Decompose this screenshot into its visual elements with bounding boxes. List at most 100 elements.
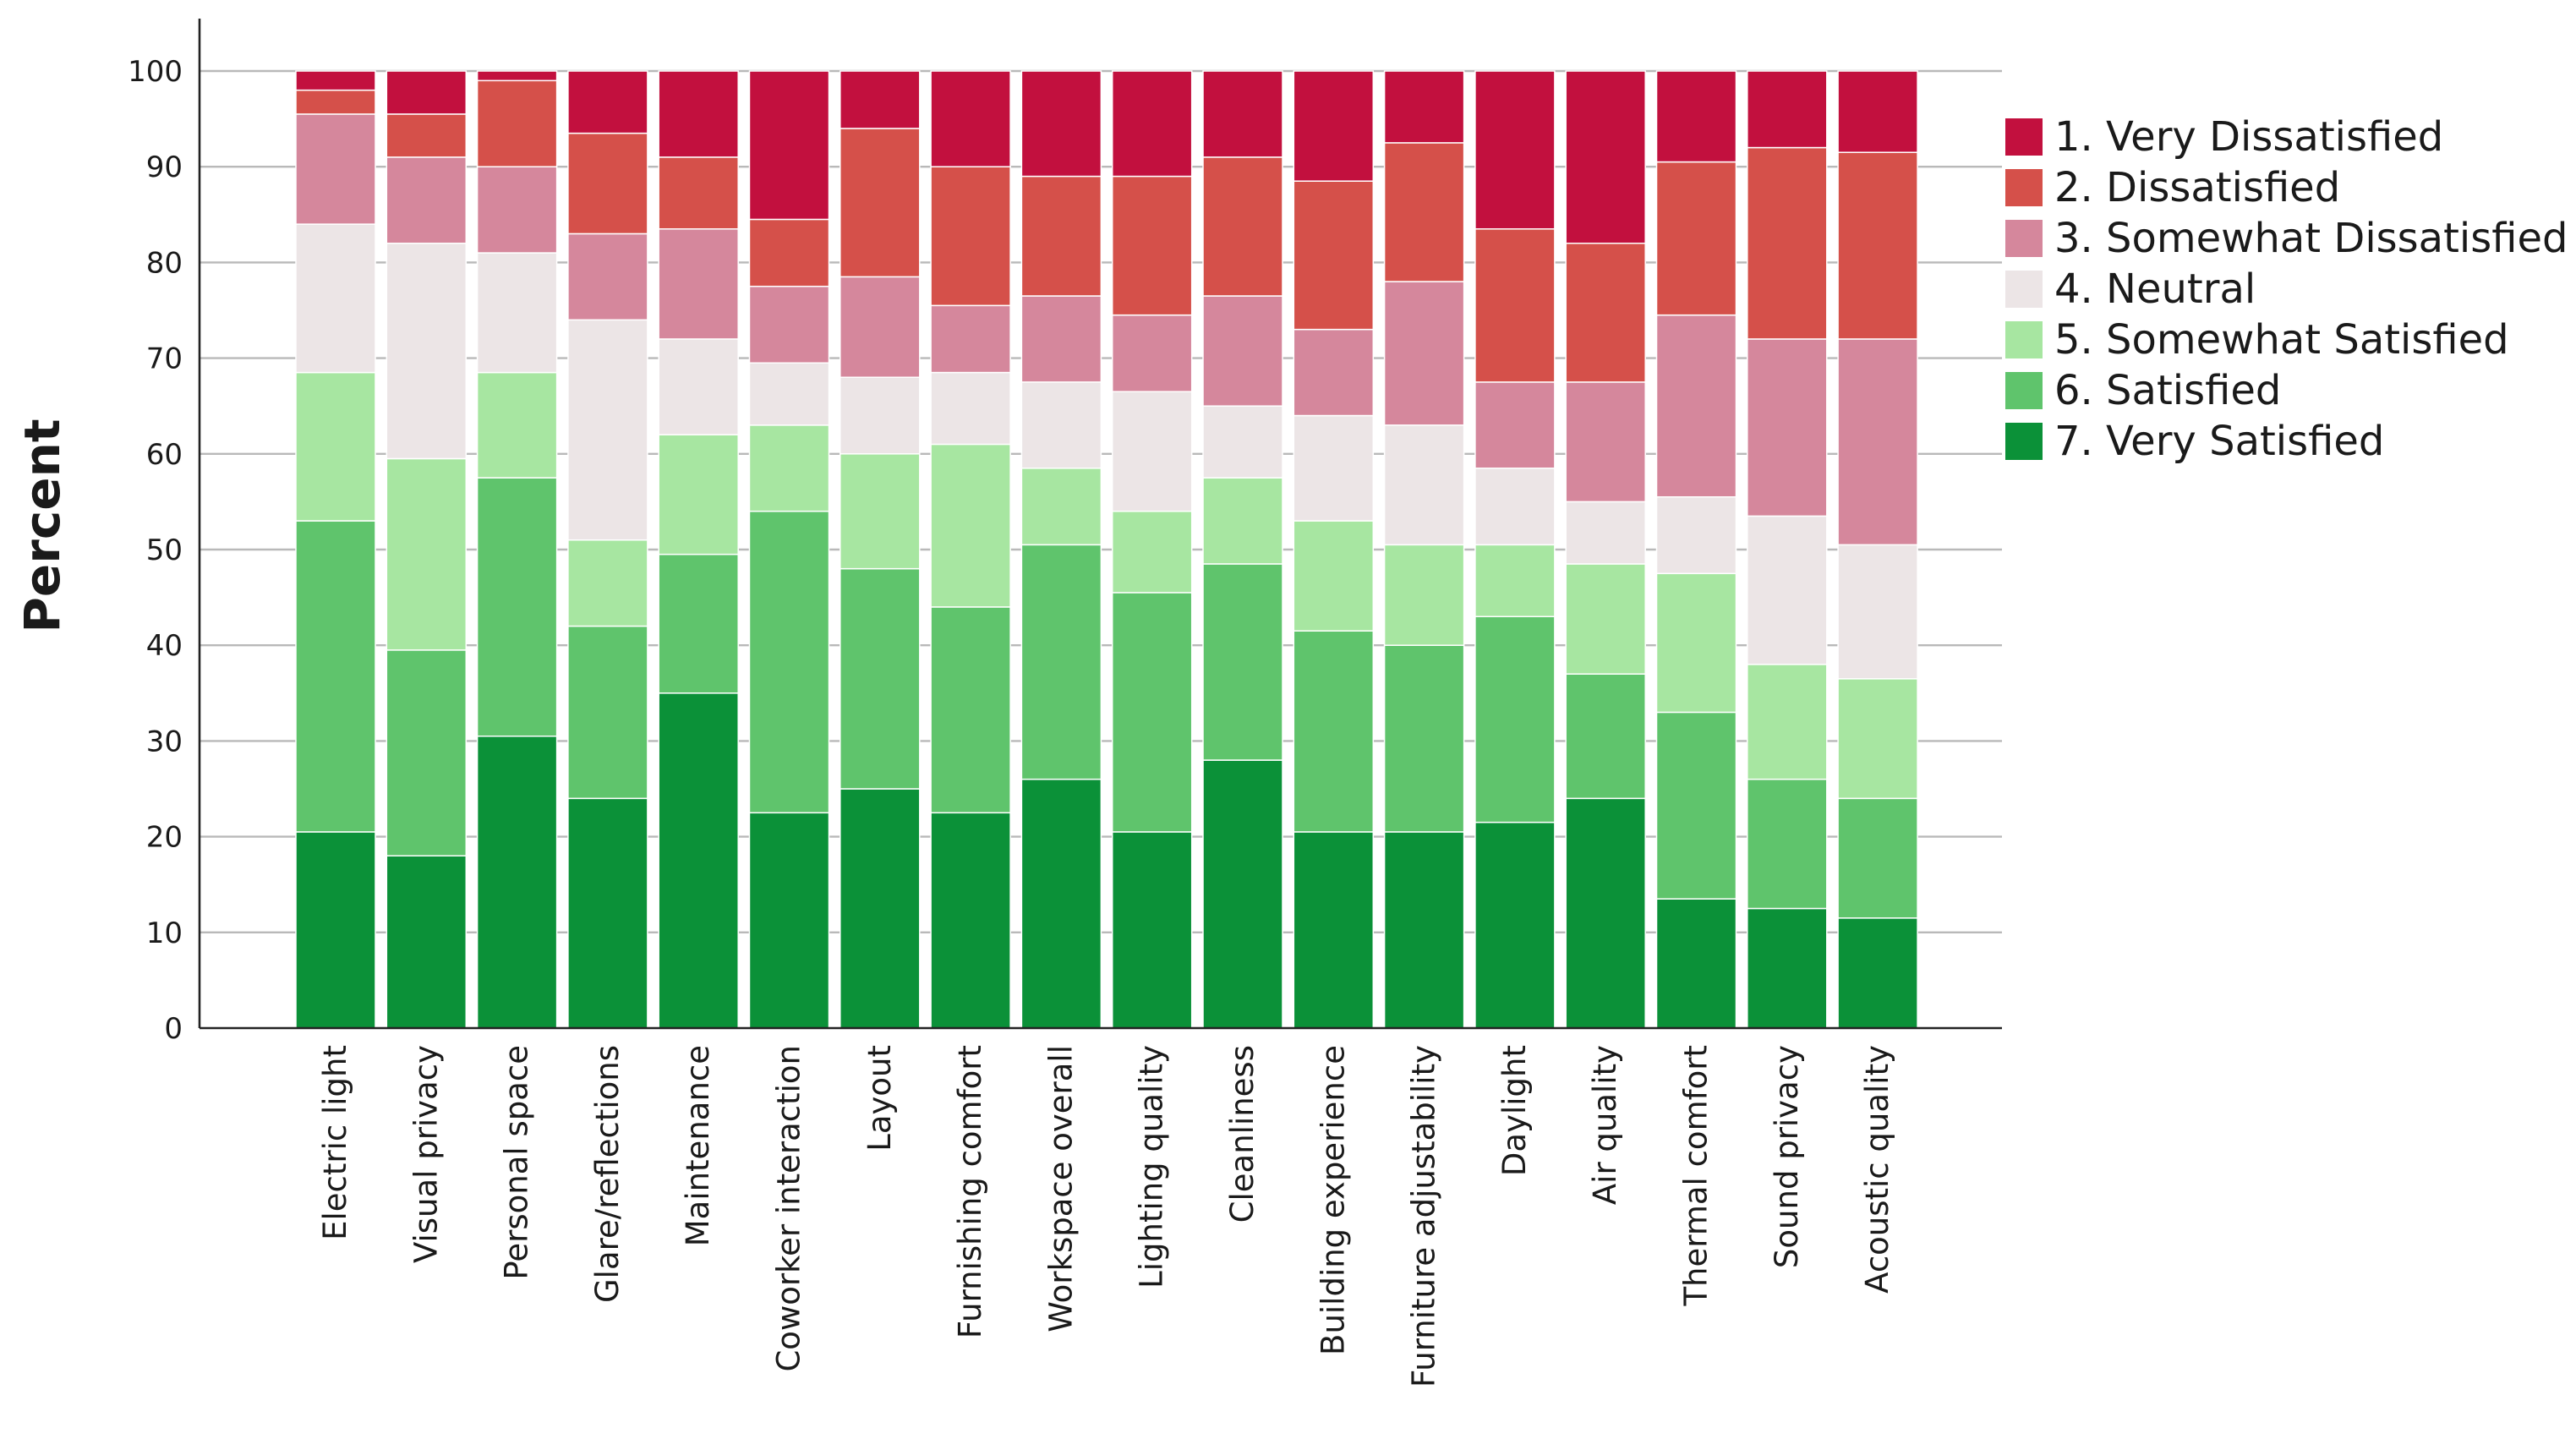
bar-segment xyxy=(295,831,376,1029)
y-tick-label: 60 xyxy=(146,438,183,472)
bar-segment xyxy=(748,812,830,1029)
bar-segment xyxy=(1474,468,1556,546)
bar-segment xyxy=(295,113,376,225)
bar-segment xyxy=(567,539,648,627)
bar-segment xyxy=(1474,616,1556,823)
bar-segment xyxy=(386,156,468,244)
bar-segment xyxy=(1293,70,1375,182)
bar-segment xyxy=(748,70,830,221)
y-axis-label: Percent xyxy=(14,419,71,632)
bar-segment xyxy=(1111,70,1193,178)
bar-segment xyxy=(1202,563,1283,761)
y-tick-label: 40 xyxy=(146,629,183,663)
bar-segment xyxy=(1383,142,1465,282)
bar-segment xyxy=(658,338,739,435)
bar-segment xyxy=(840,276,921,378)
bar-segment xyxy=(1747,338,1828,517)
bar-segment xyxy=(386,457,468,651)
x-category-label: Thermal comfort xyxy=(1678,1045,1715,1307)
bar-segment xyxy=(840,567,921,790)
x-category-label: Maintenance xyxy=(680,1045,716,1246)
bar-segment xyxy=(1655,898,1737,1029)
bar-segment xyxy=(1747,515,1828,665)
bar-segment xyxy=(386,113,468,158)
bar-segment xyxy=(1020,468,1102,546)
legend-label: 1. Very Dissatisfied xyxy=(2054,113,2443,161)
bar-segment xyxy=(1020,295,1102,383)
bar-segment xyxy=(1837,797,1918,919)
bar-segment xyxy=(1293,630,1375,833)
legend-swatch xyxy=(2005,271,2043,308)
y-tick-label: 100 xyxy=(128,55,183,89)
bar-segment xyxy=(1293,414,1375,522)
bar-segment xyxy=(1747,907,1828,1029)
legend-label: 5. Somewhat Satisfied xyxy=(2054,316,2509,364)
legend-swatch xyxy=(2005,118,2043,156)
bar-segment xyxy=(295,520,376,833)
bar-segment xyxy=(748,218,830,287)
bar-segment xyxy=(1474,228,1556,383)
bar-segment xyxy=(1293,520,1375,632)
y-tick-label: 80 xyxy=(146,246,183,280)
bar-segment xyxy=(1565,501,1646,565)
bar-segment xyxy=(1111,831,1193,1029)
legend-swatch xyxy=(2005,321,2043,358)
bar-segment xyxy=(476,79,558,167)
bar-segment xyxy=(1383,70,1465,144)
bar-segment xyxy=(1655,711,1737,900)
bar-segment xyxy=(1655,161,1737,316)
bar-segment xyxy=(295,70,376,91)
legend-label: 3. Somewhat Dissatisfied xyxy=(2054,215,2568,262)
bar-segment xyxy=(1111,175,1193,316)
x-category-label: Visual privacy xyxy=(407,1045,444,1263)
bar-segment xyxy=(930,304,1011,374)
legend-swatch xyxy=(2005,220,2043,257)
bar-segment xyxy=(295,223,376,374)
bar-segment xyxy=(1202,405,1283,479)
bar-segment xyxy=(1202,759,1283,1029)
bar-segment xyxy=(1565,70,1646,244)
bar-segment xyxy=(1383,544,1465,646)
bar-segment xyxy=(658,70,739,158)
legend-label: 6. Satisfied xyxy=(2054,367,2281,414)
bar-segment xyxy=(1837,70,1918,153)
bar-segment xyxy=(748,424,830,512)
x-category-label: Personal space xyxy=(499,1045,535,1280)
bar-segment xyxy=(1020,175,1102,297)
bar-segment xyxy=(1020,381,1102,469)
bar-segment xyxy=(567,70,648,134)
bar-segment xyxy=(1111,314,1193,392)
y-tick-label: 10 xyxy=(146,916,183,950)
bar-segment xyxy=(1111,391,1193,512)
bar-segment xyxy=(1020,544,1102,780)
bar-segment xyxy=(1837,151,1918,340)
x-category-label: Air quality xyxy=(1587,1045,1623,1205)
x-category-label: Building experience xyxy=(1315,1045,1351,1355)
bar-segment xyxy=(658,692,739,1029)
y-tick-label: 30 xyxy=(146,725,183,758)
bar-segment xyxy=(1655,314,1737,498)
bar-segment xyxy=(1565,243,1646,383)
y-tick-label: 70 xyxy=(146,342,183,376)
bar-segment xyxy=(1474,381,1556,469)
bar-segment xyxy=(1293,328,1375,417)
bar-segment xyxy=(567,797,648,1029)
bar-segment xyxy=(1837,338,1918,546)
x-category-label: Glare/reflections xyxy=(589,1045,626,1303)
bar-segment xyxy=(1747,70,1828,149)
bar-segment xyxy=(1020,778,1102,1029)
bar-segment xyxy=(567,625,648,800)
bar-segment xyxy=(567,233,648,321)
bar-segment xyxy=(295,89,376,115)
bar-segment xyxy=(658,156,739,230)
legend-swatch xyxy=(2005,169,2043,206)
bar-segment xyxy=(1837,917,1918,1029)
bar-segment xyxy=(930,812,1011,1029)
bar-segment xyxy=(1837,678,1918,800)
bar-segment xyxy=(1202,156,1283,297)
bar-segment xyxy=(567,319,648,541)
bar-segment xyxy=(658,553,739,694)
y-tick-label: 20 xyxy=(146,821,183,855)
